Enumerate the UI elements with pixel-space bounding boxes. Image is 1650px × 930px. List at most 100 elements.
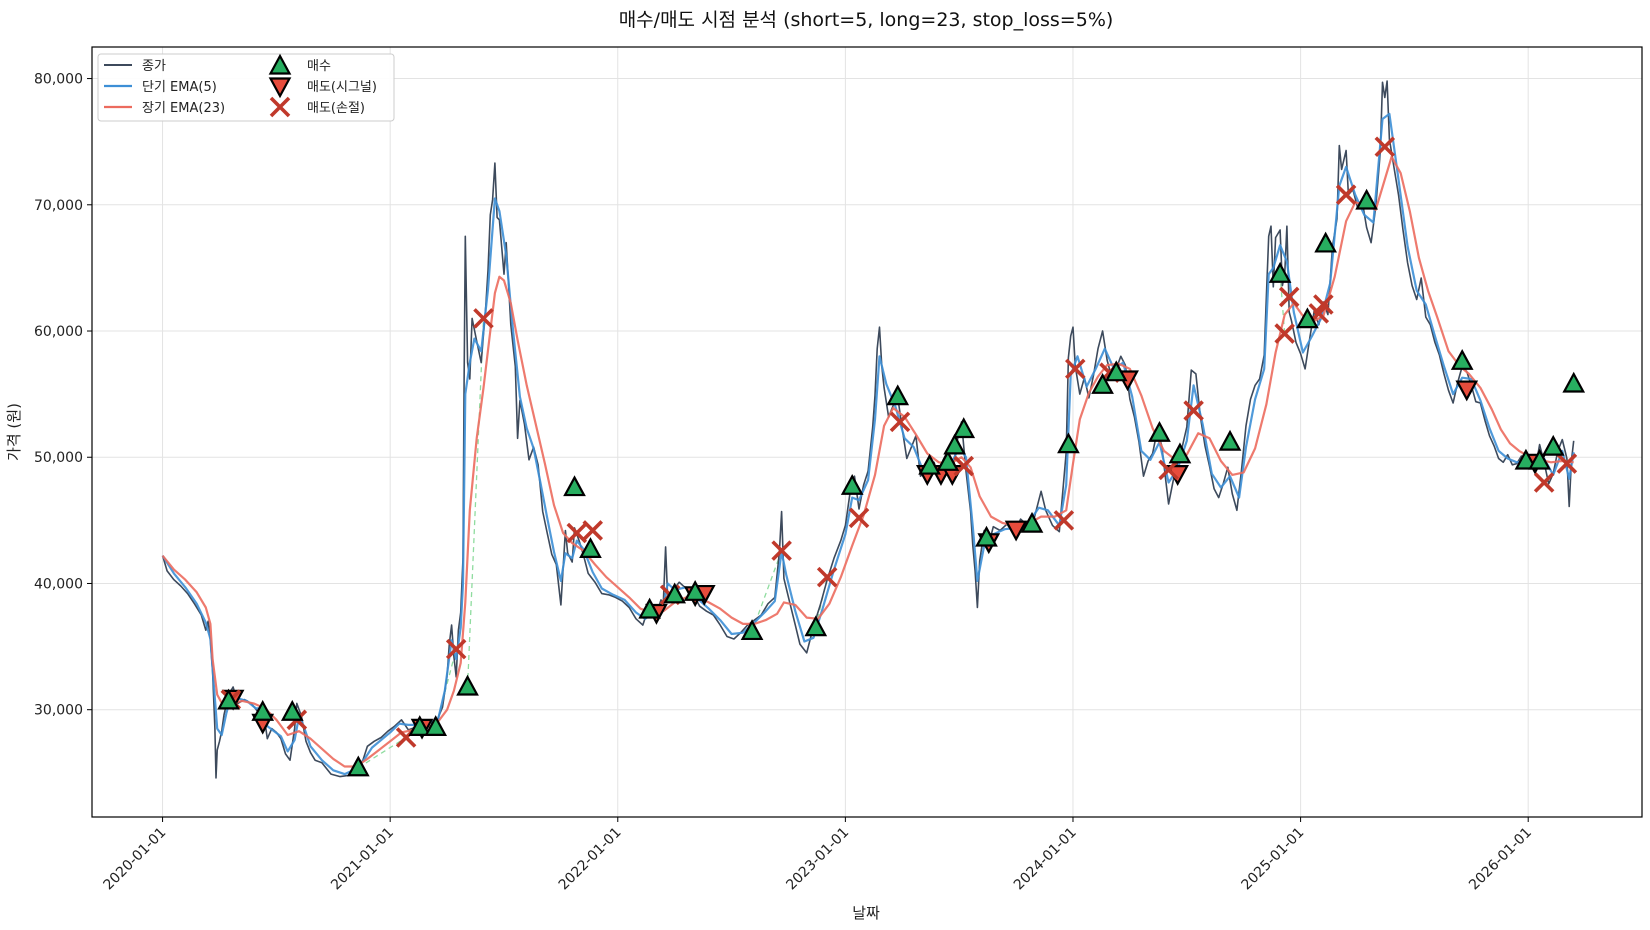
legend-label-close: 종가 [142,59,166,74]
cross-stroke [889,411,911,433]
buy-marker [1541,434,1565,456]
legend-sell-stop-marker [269,96,291,118]
cross-stroke [1335,184,1357,205]
buy-marker [1450,349,1474,370]
x-tick-label: 2023-01-01 [783,825,852,894]
cross-stroke [445,638,467,660]
trade-link-lines [357,274,1320,769]
cross-stroke [1064,358,1086,380]
cross-stroke [1278,286,1300,308]
legend-label-ema-short: 단기 EMA(5) [142,80,217,95]
sell-signal-marker [1004,520,1028,542]
buy-marker [663,582,687,604]
buy-marker [1355,188,1378,210]
buy-marker [251,699,275,721]
buy-marker [1314,231,1337,253]
cross-stroke [582,520,604,541]
cross-stroke [566,522,588,544]
sell-stop-marker [1053,510,1075,531]
y-tick-label: 80,000 [34,72,83,88]
y-tick-label: 30,000 [34,703,83,719]
sell-stop-markers [220,136,1578,748]
sell-stop-marker [582,520,604,541]
sell-stop-marker [816,566,838,588]
legend-swatch-sell-stop [269,96,291,118]
sell-stop-marker [771,540,792,561]
chart-title: 매수/매도 시점 분석 (short=5, long=23, stop_loss… [619,9,1114,31]
y-tick-label: 50,000 [34,450,83,466]
buy-marker [1528,448,1551,470]
buy-marker [1168,442,1192,464]
buy-marker [424,715,448,736]
legend-box [97,53,395,122]
buy-marker [1268,261,1292,283]
buy-marker [1218,429,1242,451]
ema-short-line [161,112,1575,776]
buy-marker [952,417,976,439]
cross-stroke [1313,294,1334,315]
sell-signal-marker [1455,380,1479,402]
cross-stroke [1183,400,1204,421]
plot-area [161,80,1586,779]
legend-label-sell-signal: 매도(시그널) [307,80,377,95]
sell-stop-marker [1158,459,1179,481]
buy-marker [1020,511,1044,533]
y-axis-ticks: 30,000 40,000 50,000 60,000 70,000 80,000 [34,72,92,719]
buy-marker [456,674,479,696]
x-tick-label: 2025-01-01 [1239,825,1308,894]
buy-marker [936,449,960,471]
buy-marker [408,715,432,736]
legend-label-sell-stop: 매도(손절) [307,101,365,116]
x-tick-label: 2020-01-01 [101,825,170,894]
cross-stroke [473,308,494,329]
sell-stop-marker [1374,136,1396,157]
buy-marker [1091,372,1114,394]
legend-swatch-sell-signal [268,77,292,99]
buy-marker [886,384,910,406]
sell-stop-marker [1313,294,1334,315]
sell-stop-marker [848,507,870,529]
legend-label-buy: 매수 [307,59,331,74]
buy-marker [918,453,941,475]
buy-marker [1296,307,1319,329]
sell-stop-marker [1183,400,1204,421]
cross-stroke [1533,472,1555,493]
legend-buy-marker [268,53,292,75]
sell-stop-marker [953,455,975,477]
buy-marker [563,475,586,497]
trade-link [357,736,407,769]
buy-marker [1148,420,1171,442]
sell-stop-marker [1278,286,1300,308]
sell-stop-marker [566,522,588,544]
cross-stroke [1053,510,1075,531]
buy-marker [346,755,370,777]
close-price-line [161,80,1575,779]
buy-marker [1057,432,1080,454]
grid-lines [92,47,1642,817]
cross-stroke [1274,323,1295,344]
legend-swatch-buy [268,53,292,75]
cross-stroke [771,540,792,561]
y-axis-label: 가격 (원) [5,403,23,461]
x-tick-label: 2021-01-01 [328,825,397,894]
sell-stop-marker [889,411,911,433]
sell-stop-marker [1335,184,1357,205]
buy-marker [1104,360,1128,382]
x-tick-label: 2024-01-01 [1011,825,1080,894]
buy-marker [975,525,998,547]
buy-marker [280,699,304,721]
sell-stop-marker [1064,358,1086,380]
buy-marker [740,619,764,641]
buy-marker [943,433,966,455]
trade-link [466,318,485,688]
plot-frame [91,46,1643,818]
buy-marker [579,537,602,558]
cross-stroke [816,566,838,588]
sell-stop-marker [1556,453,1578,474]
buy-marker [1562,371,1586,393]
y-tick-label: 60,000 [34,324,83,340]
cross-stroke [1556,453,1578,474]
buy-marker [1514,448,1538,470]
buy-marker [638,597,661,619]
